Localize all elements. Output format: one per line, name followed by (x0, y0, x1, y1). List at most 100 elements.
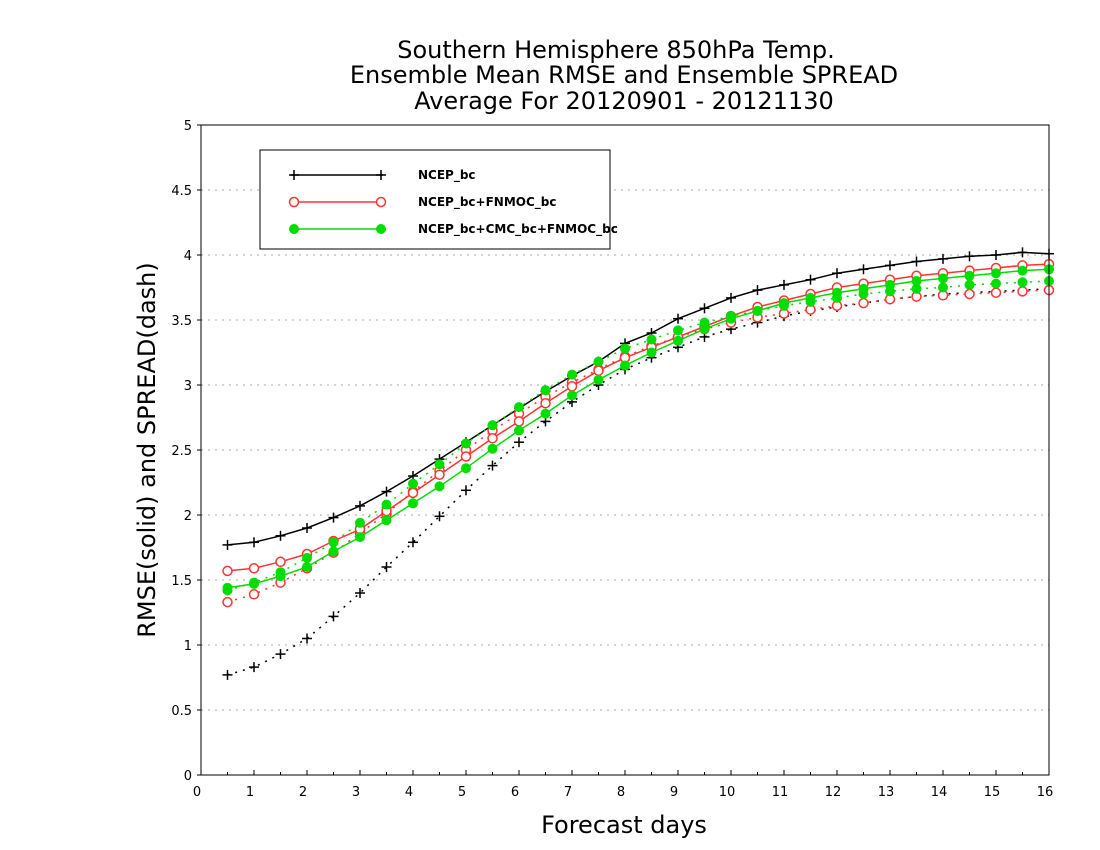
rmse-point (991, 268, 1001, 279)
rmse-point (302, 562, 312, 572)
y-tick-label: 0.5 (171, 704, 192, 719)
spread-point (461, 438, 471, 449)
y-tick-label: 4 (184, 249, 192, 264)
rmse-point (434, 481, 445, 492)
x-tick-label: 8 (617, 785, 625, 800)
spread-line (227, 280, 1050, 592)
rmse-point (407, 487, 419, 499)
x-axis-label: Forecast days (541, 811, 707, 839)
legend-box (259, 149, 611, 250)
spread-point (620, 343, 630, 354)
x-tick-label: 4 (405, 785, 413, 800)
x-tick-label: 13 (878, 785, 895, 800)
rmse-point (328, 546, 339, 557)
rmse-point (434, 469, 445, 480)
rmse-point (805, 274, 816, 285)
spread-point (249, 662, 259, 673)
x-tick-label: 3 (352, 785, 360, 800)
chart-title-line-3: Average For 20120901 - 20121130 (414, 87, 834, 115)
spread-line (227, 288, 1050, 676)
legend-entry-0: NCEP_bc (289, 168, 476, 183)
rmse-point (673, 313, 683, 324)
spread-point (408, 478, 418, 489)
rmse-point (752, 285, 763, 296)
rmse-point (938, 273, 948, 284)
legend-marker (289, 170, 299, 180)
spread-point (964, 279, 975, 290)
y-tick-label: 4.5 (171, 184, 192, 199)
rmse-point (514, 425, 524, 436)
rmse-point (805, 292, 816, 303)
rmse-point (964, 251, 975, 262)
rmse-point (885, 260, 895, 271)
rmse-point (832, 287, 842, 298)
x-tick-label: 6 (511, 785, 519, 800)
x-tick-label: 9 (670, 785, 678, 800)
spread-point (593, 356, 604, 367)
chart-title: Southern Hemisphere 850hPa Temp. Ensembl… (350, 36, 898, 115)
rmse-point (275, 571, 286, 582)
rmse-point (699, 303, 710, 314)
rmse-point (275, 556, 286, 568)
x-tick-label: 12 (825, 785, 842, 800)
legend-marker (289, 224, 299, 234)
spread-point (248, 589, 260, 600)
rmse-point (885, 279, 895, 290)
series-layer (222, 247, 1055, 680)
rmse-point (832, 268, 842, 279)
y-axis-label: RMSE(solid) and SPREAD(dash) (133, 262, 161, 638)
rmse-point (726, 313, 736, 324)
rmse-point (328, 512, 339, 523)
rmse-point (991, 250, 1001, 260)
legend-marker (376, 224, 386, 234)
rmse-point (593, 374, 604, 385)
legend-marker (375, 196, 387, 208)
y-tick-label: 2 (184, 509, 192, 524)
spread-point (487, 420, 498, 431)
rmse-point (222, 539, 233, 550)
x-tick-label: 0 (193, 785, 201, 800)
chart-title-line-2: Ensemble Mean RMSE and Ensemble SPREAD (350, 61, 898, 89)
spread-point (461, 485, 471, 496)
spread-point (302, 633, 312, 644)
rmse-point (673, 335, 683, 346)
legend-marker (288, 196, 300, 208)
rmse-point (858, 264, 869, 275)
rmse-point (964, 270, 975, 281)
spread-point (355, 588, 365, 598)
rmse-point (1017, 247, 1028, 258)
legend-label: NCEP_bc+CMC_bc+FNMOC_bc (418, 222, 618, 237)
rmse-point (487, 433, 498, 444)
x-tick-label: 11 (772, 785, 789, 800)
spread-point (381, 562, 392, 572)
legend-label: NCEP_bc (418, 168, 476, 183)
spread-point (990, 287, 1002, 298)
legend-entry-1: NCEP_bc+FNMOC_bc (288, 195, 557, 210)
rmse-point (275, 530, 286, 541)
spread-point (567, 369, 577, 380)
x-tick-label: 14 (931, 785, 948, 800)
rmse-point (911, 256, 922, 267)
rmse-point (460, 451, 472, 462)
spread-point (408, 537, 418, 548)
spread-point (991, 278, 1001, 289)
rmse-point (1017, 265, 1028, 276)
rmse-point (249, 578, 259, 589)
x-tick-label: 15 (984, 785, 1001, 800)
x-tick-label: 10 (719, 785, 736, 800)
y-tick-label: 2.5 (171, 444, 192, 459)
gridlines (201, 189, 1049, 711)
rmse-point (620, 360, 630, 371)
rmse-point (381, 486, 392, 497)
legend-label: NCEP_bc+FNMOC_bc (418, 195, 557, 210)
spread-point (355, 517, 365, 528)
x-tick-label: 1 (246, 785, 254, 800)
spread-point (1017, 277, 1028, 288)
rmse-point (249, 537, 259, 548)
y-tick-label: 1.5 (171, 574, 192, 589)
spread-point (434, 459, 445, 470)
rmse-point (355, 532, 365, 543)
rmse-point (408, 498, 418, 509)
rmse-point (487, 443, 498, 454)
